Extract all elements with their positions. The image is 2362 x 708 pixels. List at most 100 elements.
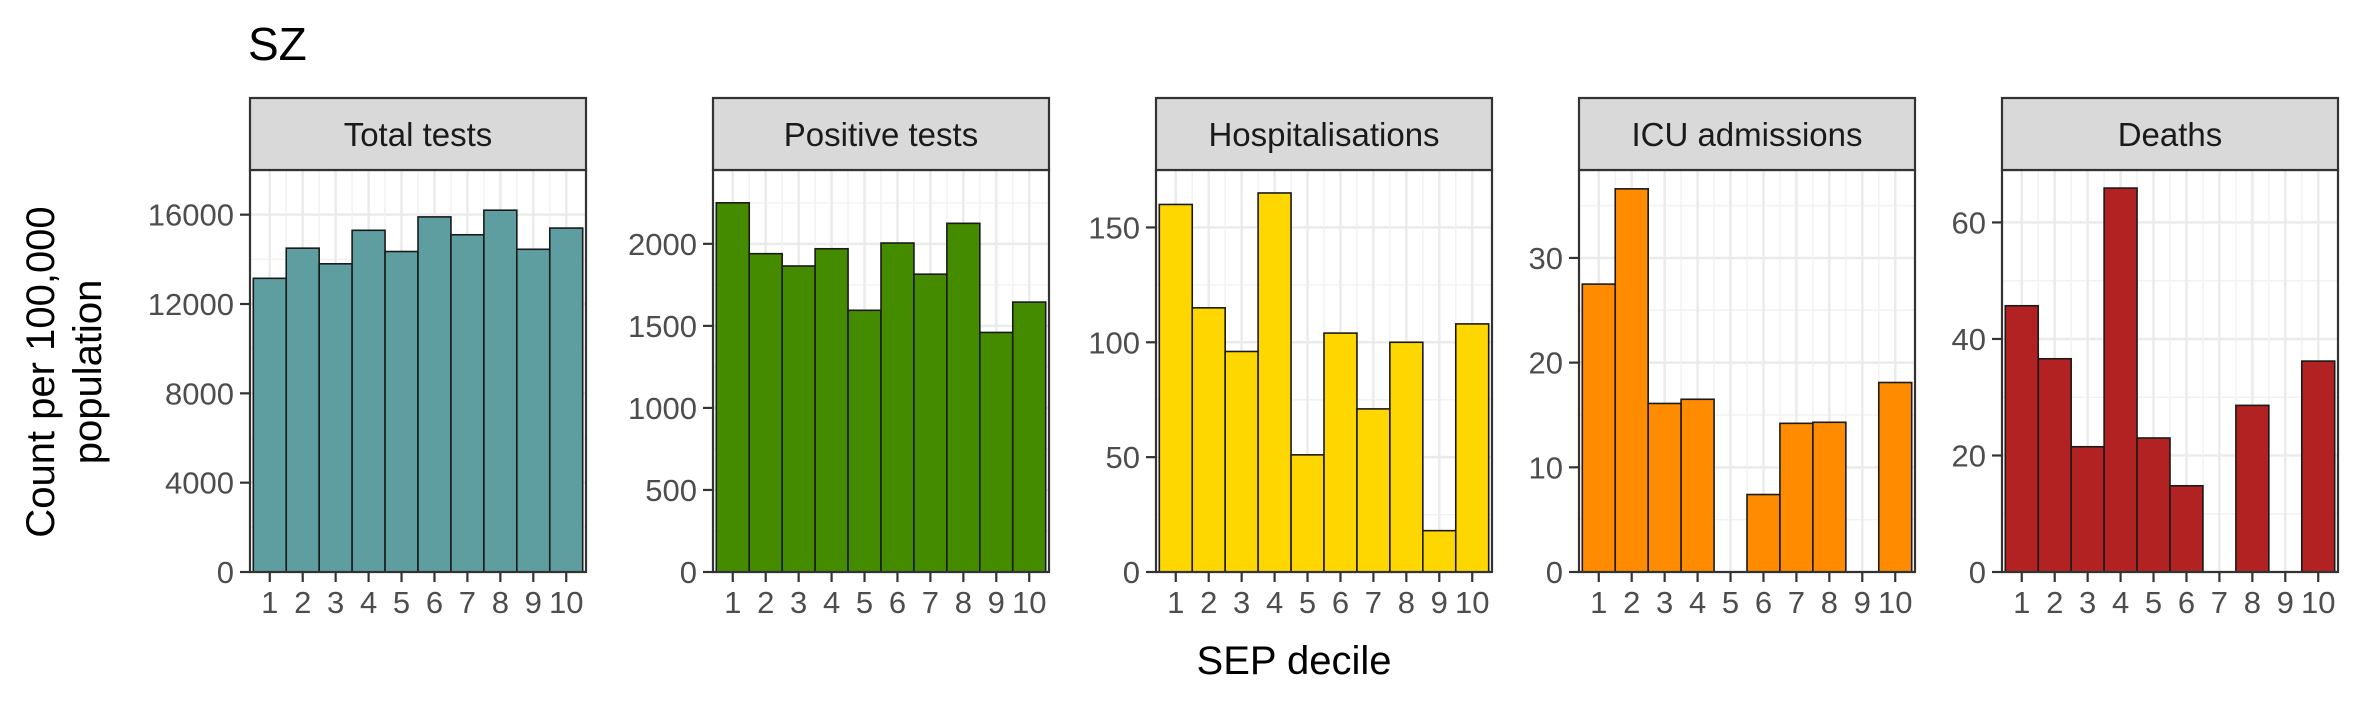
x-tick-label: 4 bbox=[1689, 585, 1706, 620]
bar bbox=[285, 247, 320, 573]
y-tick-label: 0 bbox=[1123, 555, 1140, 590]
x-tick-label: 5 bbox=[856, 585, 873, 620]
x-axis-label: SEP decile bbox=[1197, 639, 1392, 683]
panel-3: Hospitalisations 0 50 100 150 1 2 3 4 5 6 7 8 9 10 bbox=[1088, 96, 1494, 620]
y-tick-label: 0 bbox=[1546, 555, 1563, 590]
y-tick-label: 16000 bbox=[148, 198, 234, 233]
bar bbox=[318, 262, 353, 573]
y-tick-label: 150 bbox=[1088, 210, 1140, 245]
y-tick-label: 50 bbox=[1106, 440, 1140, 475]
x-tick-label: 6 bbox=[426, 585, 443, 620]
bar bbox=[748, 252, 783, 573]
x-tick-label: 7 bbox=[1788, 585, 1805, 620]
y-axis-label-line2: population bbox=[66, 280, 110, 465]
bar bbox=[1680, 398, 1715, 573]
chart-title: SZ bbox=[248, 18, 307, 70]
x-tick-label: 2 bbox=[1623, 585, 1640, 620]
y-tick-label: 2000 bbox=[628, 227, 697, 262]
bar bbox=[2169, 484, 2204, 573]
x-tick-label: 2 bbox=[1200, 585, 1217, 620]
x-tick-label: 7 bbox=[459, 585, 476, 620]
facet-title: Positive tests bbox=[784, 116, 978, 153]
bar bbox=[1422, 529, 1457, 573]
bar bbox=[417, 216, 452, 573]
y-tick-label: 20 bbox=[1529, 346, 1563, 381]
x-tick-label: 1 bbox=[2013, 585, 2030, 620]
x-tick-label: 10 bbox=[1012, 585, 1046, 620]
bar bbox=[979, 331, 1014, 573]
bar bbox=[2070, 445, 2105, 573]
y-axis-label-line1: Count per 100,000 bbox=[19, 206, 63, 537]
facet-strip bbox=[2000, 96, 2340, 172]
bar bbox=[516, 248, 551, 573]
bar bbox=[1779, 422, 1814, 573]
bar bbox=[1454, 323, 1490, 573]
x-tick-label: 4 bbox=[2112, 585, 2129, 620]
bar bbox=[814, 247, 849, 573]
facet-strip bbox=[248, 96, 588, 172]
bar bbox=[946, 222, 981, 573]
x-tick-label: 10 bbox=[2301, 585, 2335, 620]
x-tick-label: 6 bbox=[889, 585, 906, 620]
bar bbox=[1647, 402, 1682, 573]
bar bbox=[483, 209, 518, 573]
x-tick-label: 10 bbox=[1455, 585, 1489, 620]
x-tick-label: 5 bbox=[1722, 585, 1739, 620]
facet-title: ICU admissions bbox=[1631, 116, 1862, 153]
bar bbox=[847, 309, 882, 573]
bar bbox=[252, 277, 288, 573]
x-tick-label: 3 bbox=[1656, 585, 1673, 620]
bar bbox=[880, 242, 915, 573]
x-tick-label: 9 bbox=[1431, 585, 1448, 620]
x-tick-label: 4 bbox=[1266, 585, 1283, 620]
bar bbox=[1191, 307, 1226, 573]
facet-strip bbox=[711, 96, 1051, 172]
x-tick-label: 6 bbox=[1755, 585, 1772, 620]
x-tick-label: 8 bbox=[1398, 585, 1415, 620]
x-tick-label: 8 bbox=[2244, 585, 2261, 620]
x-tick-label: 9 bbox=[2277, 585, 2294, 620]
bar bbox=[715, 202, 751, 573]
facet-strip bbox=[1154, 96, 1494, 172]
x-tick-label: 7 bbox=[2211, 585, 2228, 620]
bar bbox=[2004, 304, 2040, 573]
y-tick-label: 1000 bbox=[628, 391, 697, 426]
bar bbox=[1257, 192, 1292, 573]
x-tick-label: 6 bbox=[1332, 585, 1349, 620]
bar bbox=[548, 227, 584, 573]
bar bbox=[1158, 203, 1194, 573]
x-tick-label: 5 bbox=[2145, 585, 2162, 620]
y-tick-label: 20 bbox=[1952, 438, 1986, 473]
bar bbox=[1356, 408, 1391, 573]
facet-title: Hospitalisations bbox=[1208, 116, 1439, 153]
y-tick-label: 10 bbox=[1529, 450, 1563, 485]
panel-2: Positive tests 0 500 1000 1500 2000 1 2 3 4 5 6 7 8 9 1… bbox=[628, 96, 1051, 620]
x-tick-label: 2 bbox=[294, 585, 311, 620]
x-tick-label: 1 bbox=[1167, 585, 1184, 620]
x-tick-label: 7 bbox=[922, 585, 939, 620]
y-tick-label: 0 bbox=[217, 555, 234, 590]
y-tick-label: 4000 bbox=[165, 466, 234, 501]
y-tick-label: 100 bbox=[1088, 325, 1140, 360]
x-tick-label: 3 bbox=[327, 585, 344, 620]
x-tick-label: 9 bbox=[525, 585, 542, 620]
bar bbox=[2103, 187, 2138, 573]
bar bbox=[781, 265, 816, 573]
bar bbox=[1614, 188, 1649, 573]
bar bbox=[1581, 283, 1617, 573]
x-tick-label: 3 bbox=[1233, 585, 1250, 620]
x-tick-label: 5 bbox=[393, 585, 410, 620]
bar bbox=[1746, 493, 1781, 573]
x-tick-label: 1 bbox=[261, 585, 278, 620]
x-tick-label: 3 bbox=[790, 585, 807, 620]
x-tick-label: 10 bbox=[1878, 585, 1912, 620]
bar bbox=[2136, 437, 2171, 573]
x-tick-label: 2 bbox=[2046, 585, 2063, 620]
bar bbox=[1323, 332, 1358, 573]
bar bbox=[2037, 357, 2072, 573]
bar bbox=[1812, 421, 1847, 573]
y-tick-label: 40 bbox=[1952, 322, 1986, 357]
